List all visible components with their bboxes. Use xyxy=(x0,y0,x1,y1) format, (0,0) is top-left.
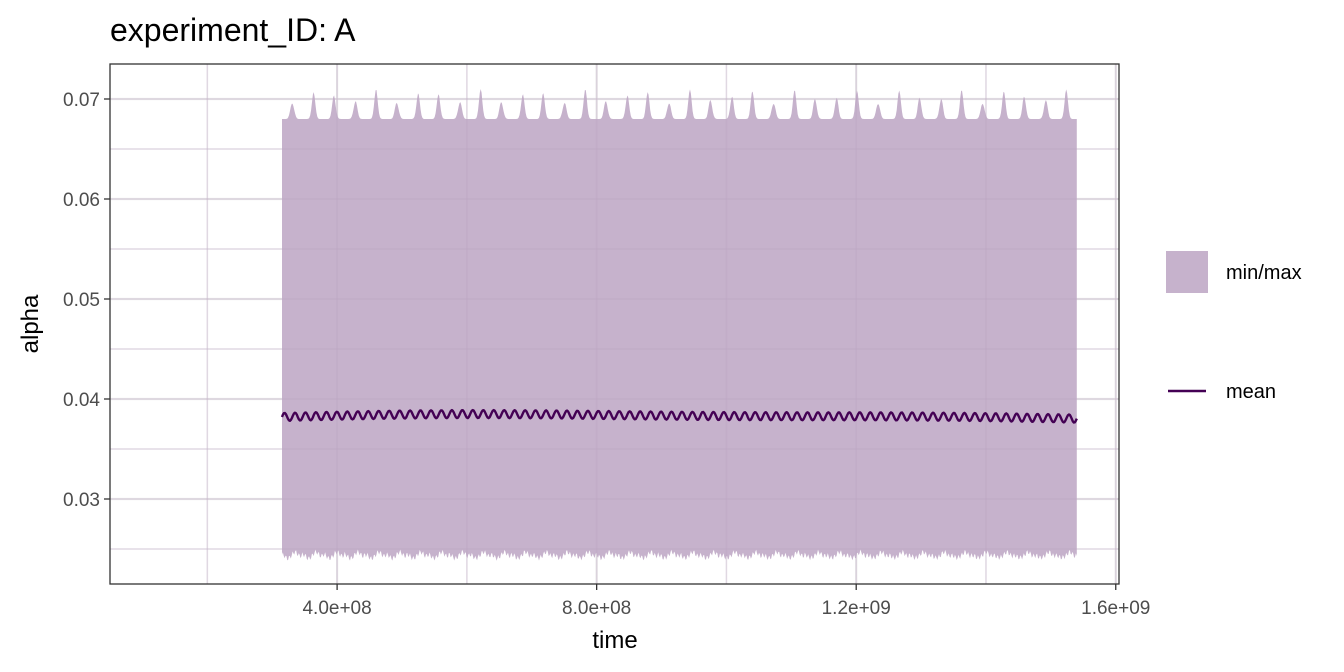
y-tick-label: 0.07 xyxy=(63,90,100,111)
x-axis-title: time xyxy=(592,627,637,654)
chart-title: experiment_ID: A xyxy=(110,12,356,48)
y-tick-label: 0.06 xyxy=(63,190,100,211)
x-tick-label: 8.0e+08 xyxy=(562,598,631,619)
x-tick-label: 1.6e+09 xyxy=(1081,598,1150,619)
legend-label-mean: mean xyxy=(1226,381,1276,403)
y-tick-label: 0.03 xyxy=(63,490,100,511)
x-tick-label: 4.0e+08 xyxy=(302,598,371,619)
min-max-ribbon xyxy=(282,89,1077,561)
panel-border xyxy=(109,63,1120,585)
y-axis: 0.03 0.04 0.05 0.06 0.07 xyxy=(63,90,110,511)
mean-line xyxy=(280,408,1078,424)
x-tick-label: 1.2e+09 xyxy=(822,598,891,619)
legend-label-min-max: min/max xyxy=(1226,262,1302,284)
legend-key-min-max xyxy=(1166,251,1208,293)
grid-overlay xyxy=(110,64,1119,584)
legend: min/max mean xyxy=(1166,251,1302,403)
y-tick-label: 0.04 xyxy=(63,390,100,411)
x-axis: 4.0e+08 8.0e+08 1.2e+09 1.6e+09 xyxy=(302,584,1150,619)
plot-panel xyxy=(109,63,1120,585)
y-axis-title: alpha xyxy=(17,294,44,353)
y-tick-label: 0.05 xyxy=(63,290,100,311)
